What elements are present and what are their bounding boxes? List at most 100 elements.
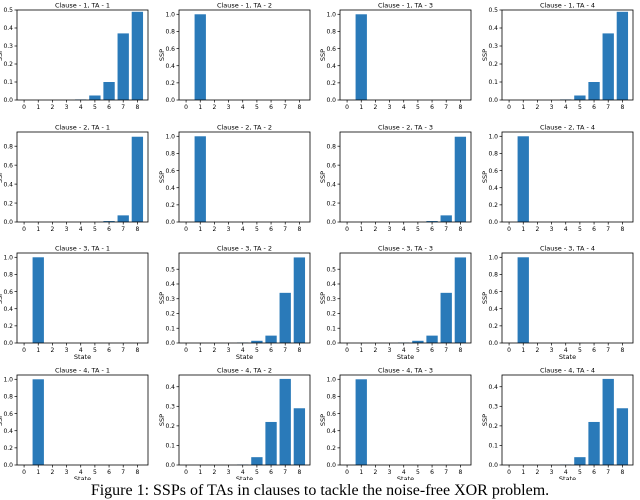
x-tick-label: 0 [184, 469, 188, 476]
x-tick-label: 4 [402, 226, 406, 233]
bar-state-6 [426, 336, 437, 343]
x-axis-label: State [559, 475, 576, 480]
y-tick-label: 0.2 [326, 80, 336, 87]
y-tick-label: 0.8 [326, 29, 336, 36]
x-tick-label: 2 [50, 469, 54, 476]
x-tick-label: 0 [507, 347, 511, 354]
x-tick-label: 5 [578, 104, 582, 111]
bar-state-8 [617, 408, 628, 465]
y-tick-label: 0.6 [165, 46, 175, 53]
x-tick-label: 8 [135, 347, 139, 354]
x-tick-label: 6 [430, 226, 434, 233]
x-tick-label: 3 [388, 347, 392, 354]
x-tick-label: 3 [550, 469, 554, 476]
y-tick-label: 1.0 [165, 11, 175, 18]
y-tick-label: 0.5 [165, 266, 175, 273]
y-tick-label: 0.1 [165, 325, 175, 332]
x-tick-label: 6 [269, 469, 273, 476]
bar-state-8 [455, 257, 466, 343]
y-tick-label: 0.8 [326, 143, 336, 150]
bar-state-1 [195, 136, 206, 222]
x-axis-label: State [397, 353, 414, 361]
y-tick-label: 0.1 [326, 325, 336, 332]
x-tick-label: 6 [107, 469, 111, 476]
x-tick-label: 6 [269, 226, 273, 233]
bar-state-7 [280, 293, 291, 343]
x-tick-label: 2 [50, 347, 54, 354]
y-axis-label: SSP [158, 49, 166, 61]
x-tick-label: 6 [592, 104, 596, 111]
x-tick-label: 3 [550, 104, 554, 111]
plot-frame [340, 132, 471, 222]
bar-state-7 [441, 215, 452, 222]
x-tick-label: 6 [430, 104, 434, 111]
y-tick-label: 0.0 [488, 462, 498, 469]
y-tick-label: 0.2 [3, 200, 13, 207]
x-tick-label: 2 [212, 104, 216, 111]
y-tick-label: 0.0 [488, 97, 498, 104]
bar-state-1 [356, 379, 367, 465]
x-tick-label: 5 [255, 226, 259, 233]
y-tick-label: 0.4 [3, 306, 13, 313]
figure-caption: Figure 1: SSPs of TAs in clauses to tack… [0, 482, 640, 500]
x-tick-label: 8 [297, 347, 301, 354]
subplot-title: Clause - 3, TA - 1 [55, 245, 110, 253]
x-tick-label: 5 [93, 226, 97, 233]
y-tick-label: 0.6 [3, 411, 13, 418]
y-tick-label: 0.4 [488, 306, 498, 313]
x-tick-label: 0 [184, 347, 188, 354]
x-tick-label: 3 [65, 347, 69, 354]
y-tick-label: 0.2 [488, 202, 498, 209]
x-tick-label: 1 [198, 226, 202, 233]
x-tick-label: 1 [359, 226, 363, 233]
x-tick-label: 2 [535, 347, 539, 354]
x-tick-label: 8 [458, 469, 462, 476]
x-tick-label: 5 [578, 347, 582, 354]
bar-state-7 [603, 379, 614, 465]
bar-state-1 [356, 14, 367, 100]
x-axis-label: State [397, 475, 414, 480]
bar-state-7 [118, 33, 129, 100]
x-tick-label: 7 [444, 226, 448, 233]
y-tick-label: 0.2 [3, 445, 13, 452]
x-tick-label: 3 [65, 104, 69, 111]
y-axis-label: SSP [319, 171, 327, 183]
x-tick-label: 4 [564, 226, 568, 233]
y-tick-label: 0.0 [326, 462, 336, 469]
y-tick-label: 0.1 [165, 443, 175, 450]
y-tick-label: 0.2 [165, 311, 175, 318]
x-tick-label: 7 [606, 226, 610, 233]
x-tick-label: 8 [135, 104, 139, 111]
y-tick-label: 0.4 [165, 281, 175, 288]
y-tick-label: 0.3 [488, 43, 498, 50]
y-tick-label: 1.0 [488, 133, 498, 140]
subplot-title: Clause - 4, TA - 2 [217, 367, 272, 375]
x-tick-label: 0 [345, 347, 349, 354]
y-axis-label: SSP [0, 171, 4, 183]
x-tick-label: 3 [550, 226, 554, 233]
bar-state-1 [518, 136, 529, 222]
x-tick-label: 5 [93, 347, 97, 354]
x-tick-label: 3 [227, 347, 231, 354]
y-tick-label: 0.4 [488, 25, 498, 32]
y-tick-label: 0.8 [165, 151, 175, 158]
x-tick-label: 1 [521, 104, 525, 111]
x-tick-label: 3 [227, 104, 231, 111]
x-tick-label: 7 [121, 226, 125, 233]
y-tick-label: 0.6 [3, 162, 13, 169]
y-tick-label: 0.0 [326, 219, 336, 226]
y-tick-label: 0.6 [488, 168, 498, 175]
y-tick-label: 0.0 [3, 97, 13, 104]
y-tick-label: 0.4 [3, 428, 13, 435]
x-tick-label: 5 [578, 469, 582, 476]
x-tick-label: 7 [283, 104, 287, 111]
x-tick-label: 7 [606, 347, 610, 354]
y-tick-label: 0.2 [165, 202, 175, 209]
bar-state-7 [280, 379, 291, 465]
subplot-title: Clause - 2, TA - 3 [378, 124, 433, 132]
y-tick-label: 1.0 [3, 254, 13, 261]
y-tick-label: 0.2 [326, 445, 336, 452]
